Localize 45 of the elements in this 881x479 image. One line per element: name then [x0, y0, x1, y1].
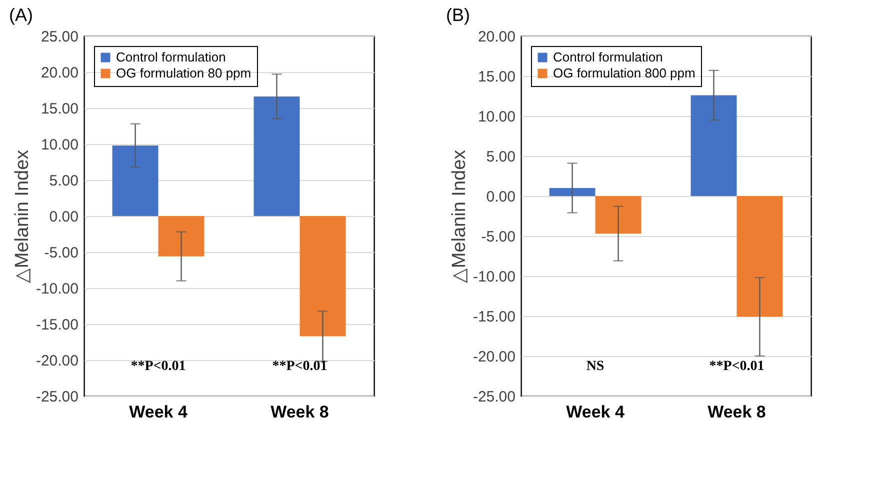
bar — [595, 196, 642, 234]
bar — [112, 145, 158, 216]
y-tick-label: 10.00 — [40, 136, 78, 154]
y-tick-label: -15.00 — [36, 316, 78, 334]
y-tick-label: -25.00 — [472, 388, 516, 406]
chart-title: (A) — [9, 5, 33, 25]
chart-title: (B) — [446, 5, 470, 25]
bar — [300, 216, 346, 336]
legend-label: OG formulation 800 ppm — [553, 66, 696, 80]
y-axis-title: △Melanin Index — [448, 149, 470, 284]
x-tick-label: Week 4 — [566, 402, 625, 422]
bar — [549, 188, 596, 196]
x-tick-label: Week 4 — [129, 402, 188, 422]
y-tick-label: 20.00 — [40, 64, 78, 82]
x-tick-label: Week 8 — [270, 402, 329, 422]
y-tick-label: 20.00 — [478, 28, 516, 46]
legend-label: Control formulation — [116, 50, 226, 64]
x-tick-label: Week 8 — [708, 402, 766, 422]
annotation: **P<0.01 — [130, 359, 186, 374]
bar — [736, 196, 783, 317]
y-tick-label: 0.00 — [486, 188, 516, 206]
y-tick-label: -10.00 — [36, 280, 78, 298]
annotation: **P<0.01 — [272, 359, 328, 374]
y-tick-label: 15.00 — [478, 68, 516, 86]
y-axis-title: △Melanin Index — [12, 149, 33, 284]
annotation: **P<0.01 — [709, 359, 764, 374]
y-tick-label: 5.00 — [486, 148, 516, 166]
y-tick-label: -5.00 — [44, 244, 78, 262]
y-tick-label: -10.00 — [472, 268, 516, 286]
legend-label: Control formulation — [553, 50, 663, 64]
legend-label: OG formulation 80 ppm — [116, 66, 252, 80]
y-tick-label: -5.00 — [481, 228, 516, 246]
y-tick-label: 25.00 — [40, 28, 78, 46]
y-tick-label: -25.00 — [36, 388, 78, 406]
bar — [158, 216, 204, 256]
annotation: NS — [586, 359, 604, 374]
y-tick-label: 10.00 — [478, 108, 516, 126]
bar — [690, 95, 737, 196]
y-tick-label: -20.00 — [36, 352, 78, 370]
y-tick-label: 15.00 — [40, 100, 78, 118]
y-tick-label: -20.00 — [472, 348, 516, 366]
y-tick-label: -15.00 — [472, 308, 516, 326]
y-tick-label: 5.00 — [49, 172, 78, 190]
bar — [254, 96, 300, 216]
y-tick-label: 0.00 — [49, 208, 78, 226]
